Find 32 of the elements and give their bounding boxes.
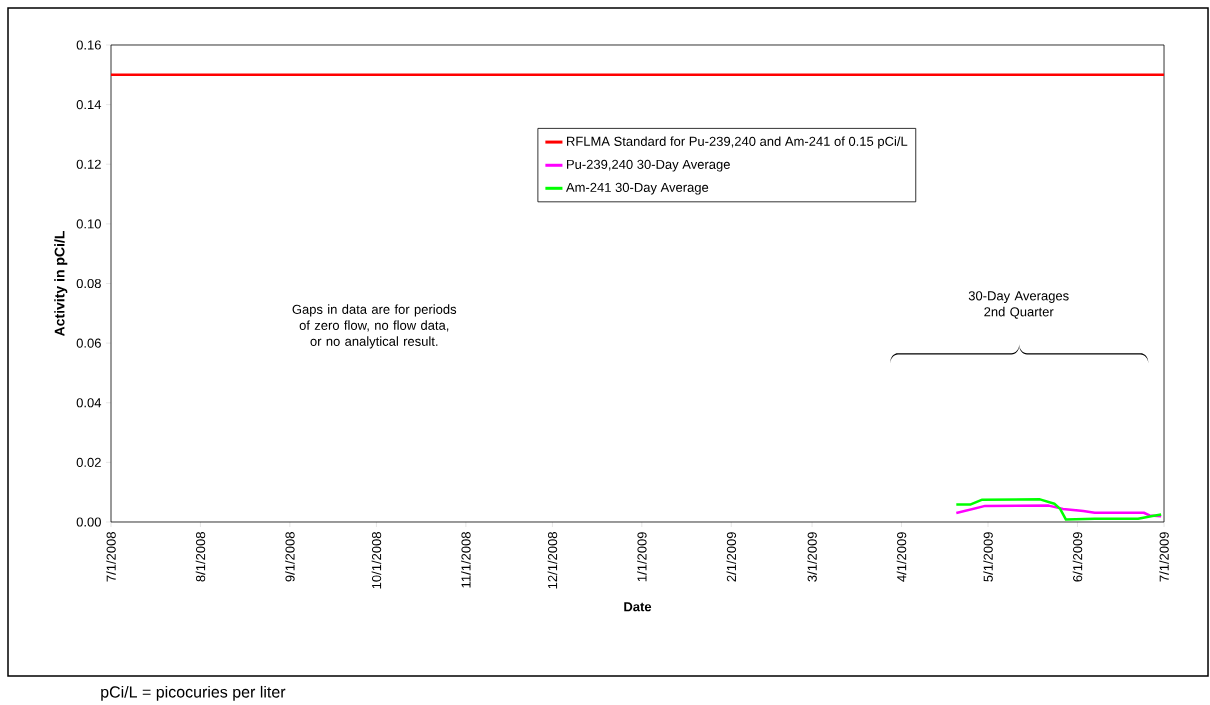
- x-tick-label: 6/1/2009: [1072, 532, 1083, 582]
- x-axis-title: Date: [624, 602, 652, 612]
- y-tick-label: 0.14: [76, 100, 102, 110]
- y-tick-label: 0.02: [76, 457, 101, 467]
- x-tick-label: 5/1/2009: [983, 532, 993, 582]
- x-tick-label: 8/1/2008: [195, 532, 206, 582]
- x-tick-label: 11/1/2008: [461, 532, 471, 588]
- y-tick-label: 0.10: [76, 219, 101, 229]
- x-tick-label: 4/1/2009: [896, 532, 907, 582]
- x-tick-label: 7/1/2009: [1159, 532, 1169, 582]
- legend-label: Am-241 30-Day Average: [565, 182, 709, 195]
- line-series: [955, 498, 1163, 521]
- x-tick-label: 7/1/2008: [106, 532, 116, 582]
- x-tick-label: 2/1/2009: [726, 532, 737, 582]
- annotation: 30-Day Averages 2nd Quarter: [968, 291, 1069, 319]
- x-tick-label: 1/1/2009: [637, 532, 647, 582]
- y-axis-title: Activity in pCi/L: [54, 231, 68, 337]
- x-tick-label: 3/1/2009: [807, 532, 817, 582]
- legend-label: Pu-239,240 30-Day Average: [567, 159, 730, 172]
- line-series: [955, 504, 1163, 518]
- text: pCi/L = picocuries per liter: [101, 685, 286, 701]
- legend-label: RFLMA Standard for Pu-239,240 and Am-241 of 0.15 pCi/L: [567, 136, 908, 149]
- y-tick-label: 0.08: [76, 278, 101, 289]
- y-tick-label: 0.04: [76, 398, 102, 408]
- x-tick-label: 10/1/2008: [371, 532, 382, 589]
- y-tick-label: 0.06: [76, 338, 101, 348]
- y-tick-label: 0.00: [76, 517, 101, 527]
- x-tick-label: 12/1/2008: [547, 532, 558, 589]
- y-tick-label: 0.16: [76, 40, 101, 50]
- y-tick-label: 0.12: [76, 159, 101, 169]
- annotation: Gaps in data are for periods of zero flow, no flow data, or no analytical result.: [292, 304, 457, 349]
- x-tick-label: 9/1/2008: [285, 532, 295, 582]
